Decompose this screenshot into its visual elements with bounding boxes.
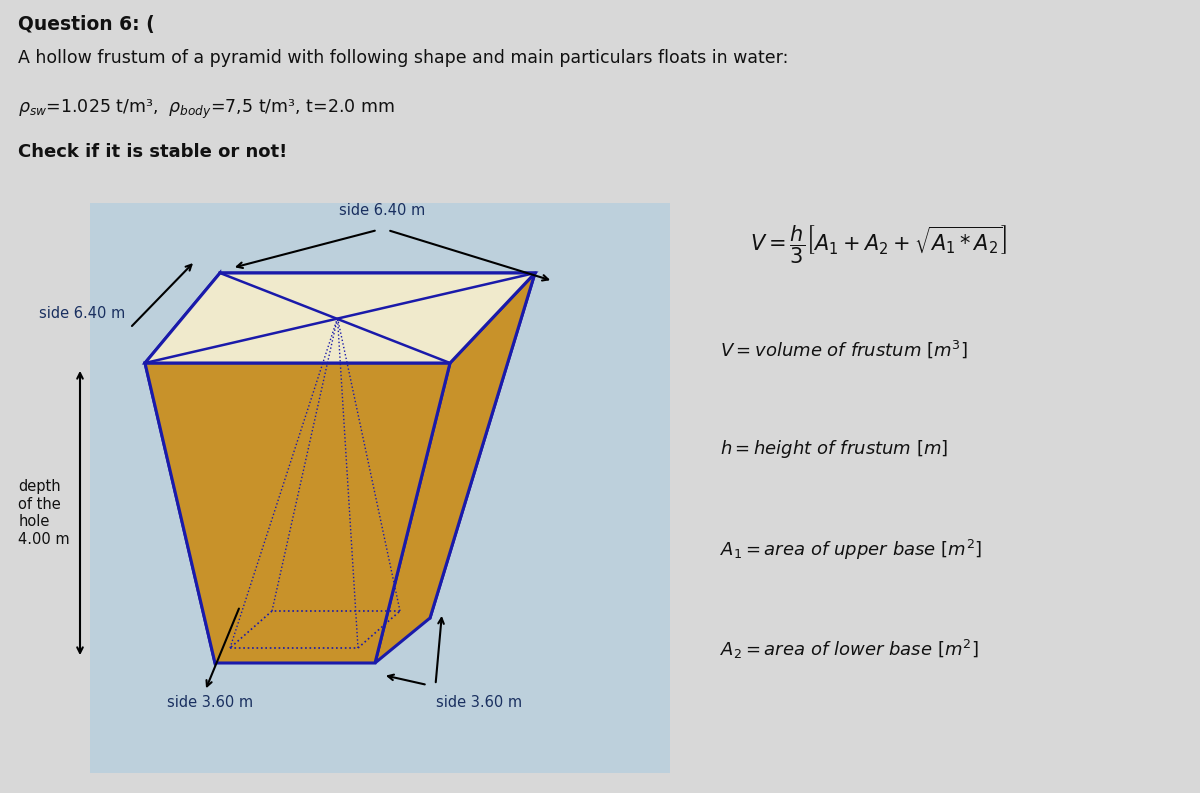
Text: side 3.60 m: side 3.60 m [436,695,522,710]
Polygon shape [220,273,535,618]
Text: depth
of the
hole
4.00 m: depth of the hole 4.00 m [18,480,70,546]
Text: side 6.40 m: side 6.40 m [38,306,125,321]
Polygon shape [374,273,535,663]
Text: $A_1 = area\ of\ upper\ base\ [m^2]$: $A_1 = area\ of\ upper\ base\ [m^2]$ [720,538,982,562]
Text: side 3.60 m: side 3.60 m [167,695,253,710]
FancyBboxPatch shape [90,203,670,773]
Text: $A_2 = area\ of\ lower\ base\ [m^2]$: $A_2 = area\ of\ lower\ base\ [m^2]$ [720,638,979,661]
Polygon shape [145,273,254,663]
Text: $h = height\ of\ frustum\ [m]$: $h = height\ of\ frustum\ [m]$ [720,438,948,460]
Polygon shape [145,273,535,363]
Text: $V = \dfrac{h}{3}\left[A_1 + A_2 + \sqrt{A_1 * A_2}\right]$: $V = \dfrac{h}{3}\left[A_1 + A_2 + \sqrt… [750,223,1007,266]
Text: $\rho_{sw}$=1.025 t/m³,  $\rho_{body}$=7,5 t/m³, t=2.0 mm: $\rho_{sw}$=1.025 t/m³, $\rho_{body}$=7,… [18,98,395,121]
Text: Check if it is stable or not!: Check if it is stable or not! [18,143,287,161]
Text: Question 6: (: Question 6: ( [18,15,155,34]
Text: side 6.40 m: side 6.40 m [340,203,426,218]
Text: A hollow frustum of a pyramid with following shape and main particulars floats i: A hollow frustum of a pyramid with follo… [18,49,788,67]
Text: $V = volume\ of\ frustum\ [m^3]$: $V = volume\ of\ frustum\ [m^3]$ [720,338,968,360]
Polygon shape [145,363,450,663]
